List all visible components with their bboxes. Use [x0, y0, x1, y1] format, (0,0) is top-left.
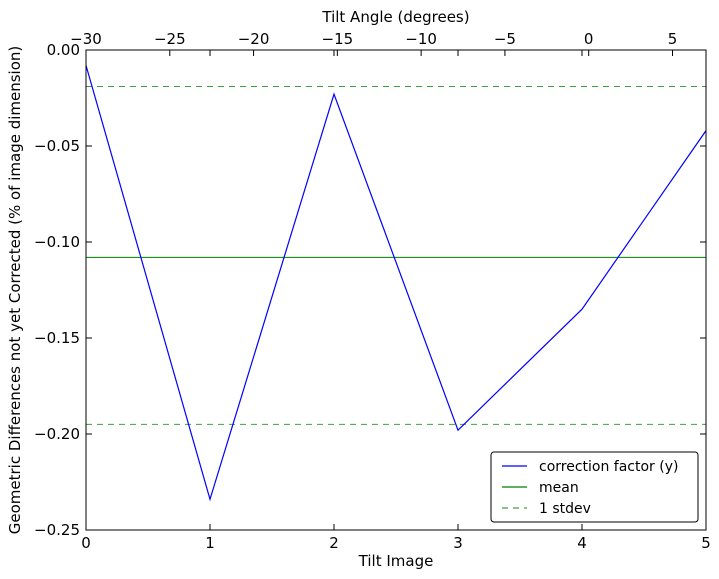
top-tick-label: −15: [322, 30, 354, 48]
y-tick-label: −0.10: [34, 233, 80, 251]
x-tick-label: 3: [453, 534, 463, 552]
axes-layer: 0 1 2 3 4 5 −30 −25 −20 −15 −10 −5 0 5 0.00 −0.05 −0.10 −…: [34, 30, 711, 552]
top-axis-label: Tilt Angle (degrees): [321, 8, 469, 26]
legend-box: [490, 451, 699, 523]
top-tick-label: 0: [584, 30, 594, 48]
y-tick-label: −0.20: [34, 425, 80, 443]
legend-label: mean: [539, 480, 579, 496]
x-axis-label: Tilt Image: [358, 552, 434, 570]
x-tick-label: 0: [81, 534, 91, 552]
x-tick-label: 5: [701, 534, 711, 552]
y-tick-label: 0.00: [47, 41, 80, 59]
top-tick-label: 5: [668, 30, 678, 48]
x-tick-label: 4: [577, 534, 587, 552]
legend-label: correction factor (y): [539, 459, 678, 475]
x-tick-label: 1: [205, 534, 215, 552]
top-tick-label: −20: [238, 30, 270, 48]
y-tick-label: −0.15: [34, 329, 80, 347]
legend-label: 1 stdev: [539, 501, 591, 517]
y-tick-label: −0.25: [34, 521, 80, 539]
top-tick-label: −25: [154, 30, 186, 48]
legend: correction factor (y) mean 1 stdev: [490, 451, 699, 523]
top-tick-label: −30: [70, 30, 102, 48]
top-tick-label: −10: [405, 30, 437, 48]
series-layer: [86, 65, 706, 502]
y-axis-label: Geometric Differences not yet Corrected …: [6, 46, 24, 535]
plot-frame: [85, 49, 707, 531]
x-tick-label: 2: [329, 534, 339, 552]
series-line-correction-factor: [86, 65, 706, 502]
top-tick-label: −5: [494, 30, 516, 48]
y-tick-label: −0.05: [34, 137, 80, 155]
